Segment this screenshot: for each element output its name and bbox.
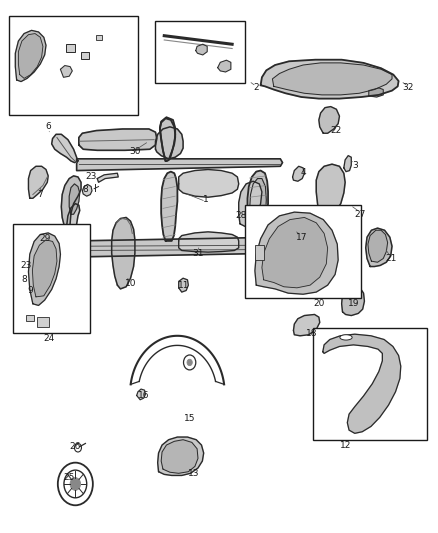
Polygon shape — [137, 389, 145, 400]
Bar — [81, 52, 89, 59]
Text: 26: 26 — [70, 442, 81, 451]
Text: 29: 29 — [39, 235, 50, 243]
Text: 21: 21 — [385, 254, 396, 263]
Bar — [313, 328, 427, 440]
Polygon shape — [18, 34, 43, 78]
Text: 18: 18 — [306, 329, 318, 337]
Text: 12: 12 — [340, 441, 352, 449]
Polygon shape — [247, 171, 268, 241]
Polygon shape — [319, 107, 339, 133]
Polygon shape — [323, 334, 401, 433]
Polygon shape — [32, 240, 57, 297]
Text: 28: 28 — [235, 212, 247, 220]
Polygon shape — [161, 172, 177, 241]
Polygon shape — [366, 228, 392, 266]
Bar — [37, 317, 49, 327]
Polygon shape — [368, 230, 388, 262]
Text: 30: 30 — [129, 148, 141, 156]
Bar — [245, 205, 361, 298]
Polygon shape — [255, 212, 338, 294]
Polygon shape — [28, 166, 48, 198]
Polygon shape — [160, 117, 175, 161]
Text: 8: 8 — [21, 276, 27, 284]
Polygon shape — [196, 44, 207, 55]
Polygon shape — [218, 60, 231, 72]
Polygon shape — [369, 88, 383, 97]
Ellipse shape — [340, 335, 352, 340]
Text: 1: 1 — [203, 196, 209, 204]
Polygon shape — [158, 437, 204, 475]
Polygon shape — [261, 60, 399, 99]
Text: 2: 2 — [254, 84, 259, 92]
Text: 15: 15 — [184, 414, 195, 423]
Bar — [9, 16, 138, 115]
Text: 16: 16 — [138, 391, 149, 400]
Polygon shape — [293, 314, 320, 336]
Bar — [255, 245, 264, 260]
Text: 10: 10 — [125, 279, 136, 288]
Polygon shape — [262, 217, 328, 288]
Polygon shape — [272, 63, 392, 95]
Text: 24: 24 — [43, 334, 55, 343]
Text: 17: 17 — [296, 233, 307, 241]
Polygon shape — [77, 159, 283, 171]
Polygon shape — [52, 134, 78, 163]
Polygon shape — [61, 176, 81, 236]
Polygon shape — [272, 213, 316, 232]
Circle shape — [187, 359, 192, 366]
Polygon shape — [60, 66, 72, 77]
Text: 11: 11 — [178, 281, 190, 289]
Polygon shape — [69, 184, 80, 214]
Text: 7: 7 — [37, 190, 43, 199]
Text: 23: 23 — [85, 173, 97, 181]
Text: 8: 8 — [82, 185, 88, 194]
Polygon shape — [179, 232, 239, 252]
Polygon shape — [15, 30, 46, 82]
Polygon shape — [155, 127, 183, 159]
Polygon shape — [97, 173, 118, 182]
Bar — [96, 35, 102, 40]
Polygon shape — [67, 204, 80, 243]
Text: 20: 20 — [313, 300, 325, 308]
Polygon shape — [344, 156, 351, 172]
Polygon shape — [28, 233, 60, 305]
Text: 4: 4 — [301, 168, 306, 177]
Bar — [155, 21, 245, 83]
Bar — [26, 315, 34, 321]
Polygon shape — [161, 440, 198, 473]
Text: 13: 13 — [188, 469, 199, 478]
Polygon shape — [316, 164, 345, 216]
Polygon shape — [179, 169, 239, 197]
Bar — [66, 44, 75, 52]
Polygon shape — [342, 285, 364, 316]
Text: 27: 27 — [354, 210, 366, 219]
Polygon shape — [79, 129, 157, 150]
Polygon shape — [82, 184, 92, 196]
Text: 9: 9 — [27, 286, 33, 295]
Text: 22: 22 — [331, 126, 342, 135]
Polygon shape — [293, 166, 304, 181]
Text: 31: 31 — [192, 249, 204, 257]
Polygon shape — [250, 179, 266, 237]
Polygon shape — [239, 181, 262, 227]
Circle shape — [70, 478, 81, 490]
Text: 25: 25 — [64, 473, 75, 481]
Bar — [13, 224, 90, 333]
Polygon shape — [112, 217, 135, 289]
Text: 23: 23 — [21, 261, 32, 270]
Polygon shape — [77, 237, 283, 257]
Text: 3: 3 — [352, 161, 358, 169]
Text: 32: 32 — [403, 84, 414, 92]
Polygon shape — [179, 278, 188, 292]
Text: 19: 19 — [348, 300, 360, 308]
Text: 6: 6 — [45, 123, 51, 131]
